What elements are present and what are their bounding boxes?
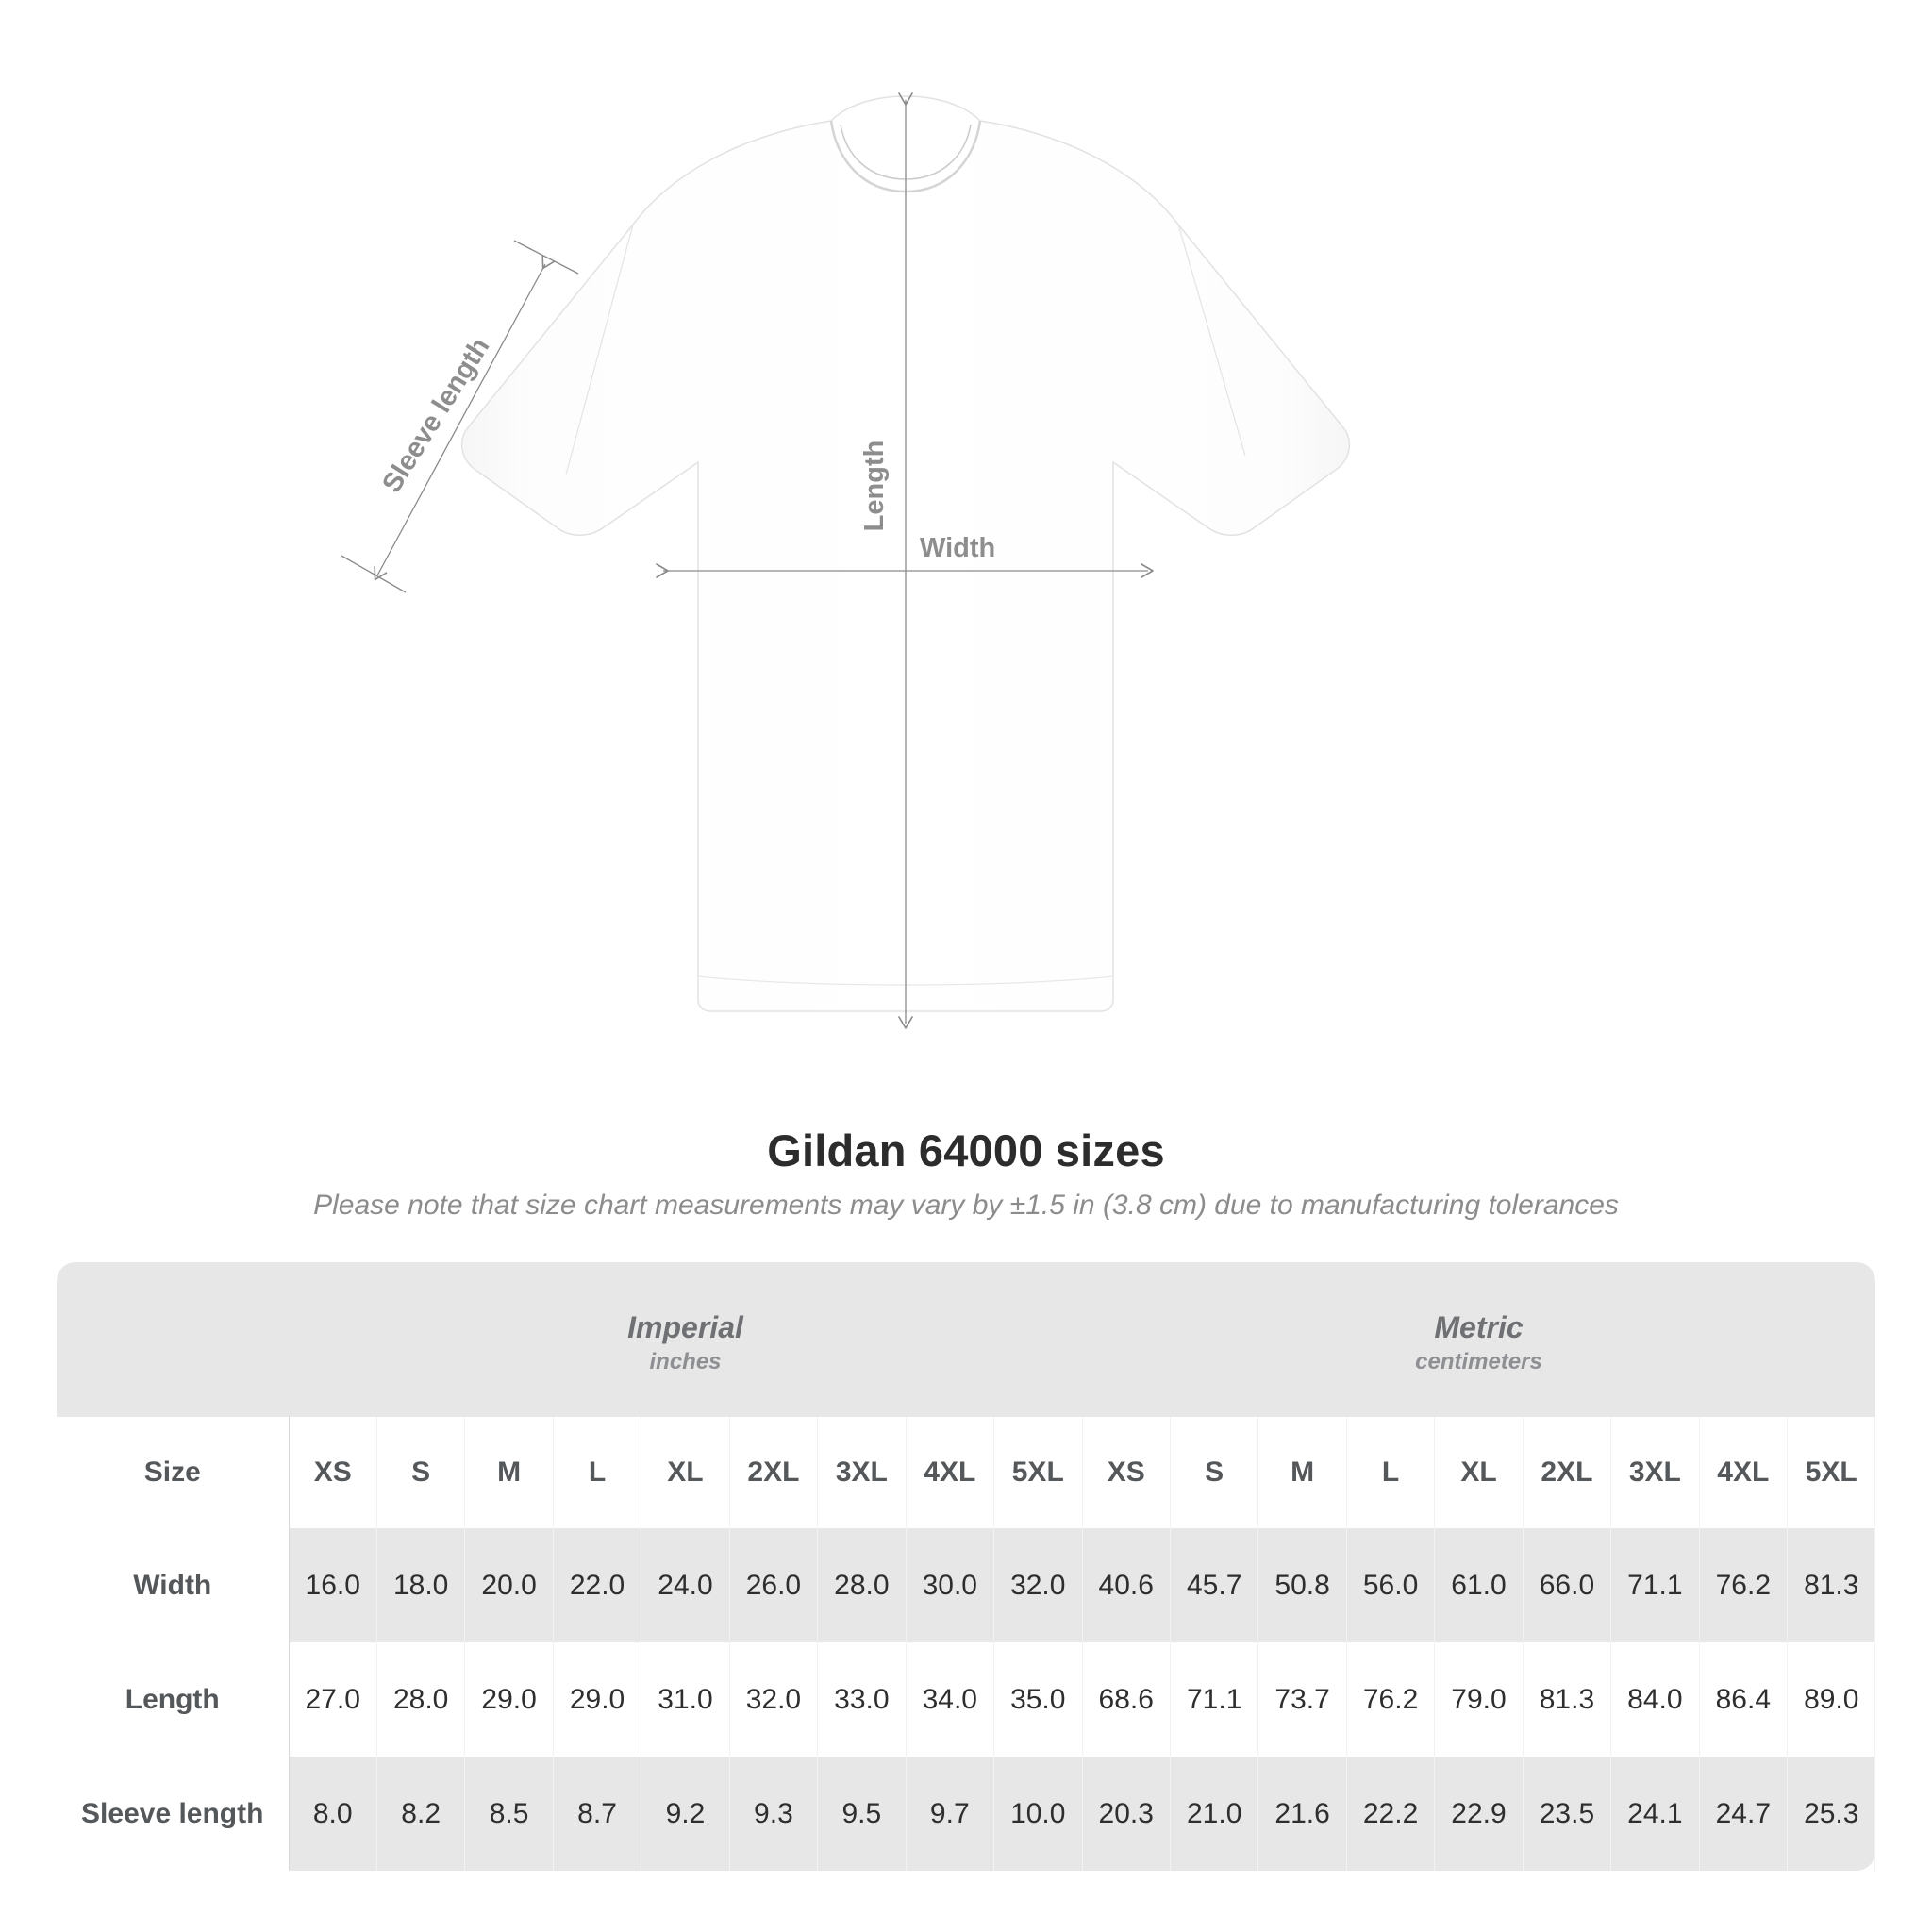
svg-text:Width: Width xyxy=(920,533,995,563)
svg-text:Length: Length xyxy=(859,441,890,532)
